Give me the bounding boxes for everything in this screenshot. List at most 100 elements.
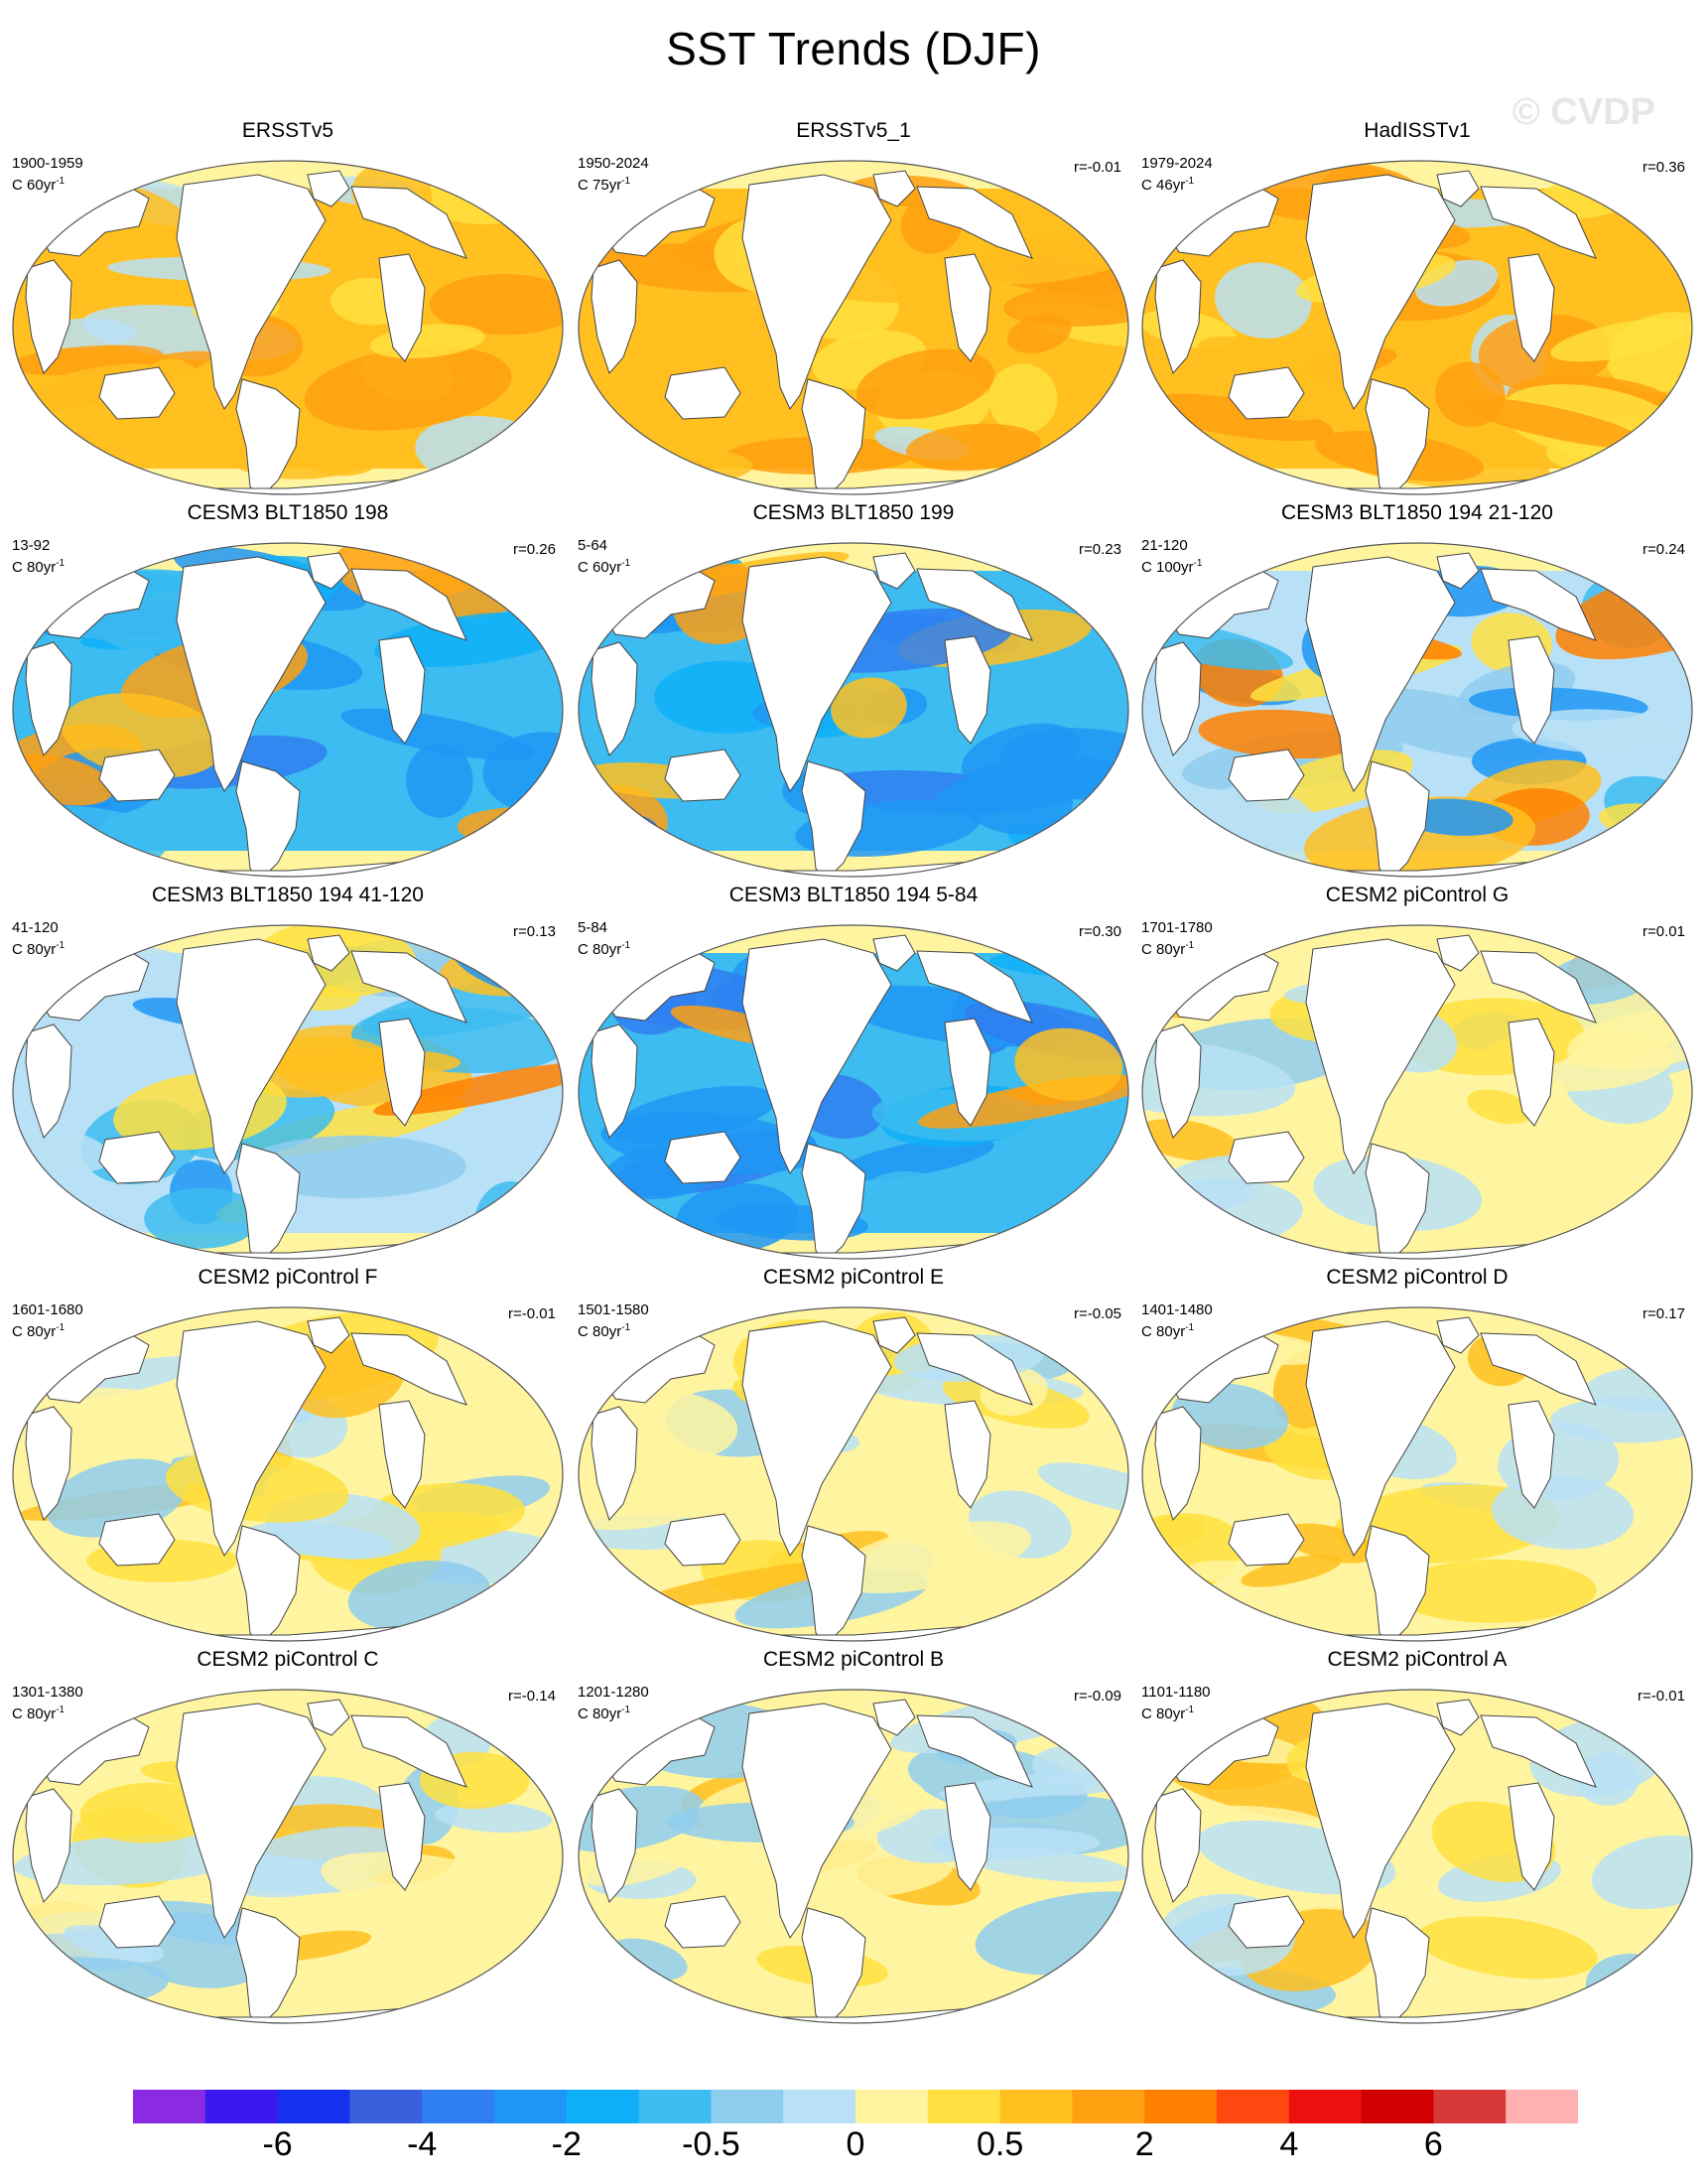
units-prefix: C <box>1141 941 1156 958</box>
panel-units: C 100yr-1 <box>1141 555 1202 577</box>
units-suffix: yr <box>608 941 622 958</box>
trend-contour <box>1478 314 1612 392</box>
trend-contour <box>1014 1027 1123 1101</box>
land-mass <box>664 366 741 420</box>
units-exponent: -1 <box>621 558 631 569</box>
units-prefix: C <box>578 1706 592 1722</box>
panel-units: C 80yr-1 <box>1141 937 1194 959</box>
colorbar-tick-label: 4 <box>1279 2125 1299 2163</box>
units-exponent: -1 <box>1193 558 1203 569</box>
pattern-correlation: r=-0.01 <box>1638 1688 1685 1705</box>
land-mass <box>378 1400 426 1509</box>
map-panel: ERSSTv5_1 1950-2024 C 75yr-1 r=-0.01 <box>576 119 1131 496</box>
pattern-correlation: r=0.26 <box>513 541 556 558</box>
land-mass <box>944 253 991 362</box>
panel-period: 1979-2024 <box>1141 155 1213 172</box>
pattern-correlation: r=0.23 <box>1079 541 1121 558</box>
pattern-correlation: r=0.24 <box>1642 541 1685 558</box>
units-suffix: yr <box>608 559 622 576</box>
land-mass <box>1508 635 1555 745</box>
units-suffix: yr <box>43 177 57 194</box>
land-mass <box>944 1018 991 1127</box>
panel-units: C 80yr-1 <box>1141 1319 1194 1341</box>
colorbar-swatch <box>855 2090 929 2123</box>
colorbar-swatch <box>1288 2090 1363 2123</box>
panel-title: CESM2 piControl F <box>197 1266 378 1289</box>
map-outline <box>1141 542 1693 878</box>
land-mass <box>591 1024 638 1139</box>
units-exponent: -1 <box>621 176 631 187</box>
land-mass <box>591 1788 638 1903</box>
panel-units: C 60yr-1 <box>578 555 630 577</box>
units-prefix: C <box>1141 177 1156 194</box>
map-outline <box>12 542 564 878</box>
map-outline <box>12 924 564 1260</box>
units-prefix: C <box>1141 1323 1156 1340</box>
units-prefix: C <box>12 1706 27 1722</box>
map-outline <box>578 1306 1129 1642</box>
units-exponent: -1 <box>56 1705 66 1715</box>
colorbar-swatch <box>638 2090 712 2123</box>
land-mass <box>1436 552 1480 590</box>
land-mass <box>307 1699 350 1736</box>
units-exponent: -1 <box>1185 940 1195 951</box>
land-mass <box>1480 1714 1597 1788</box>
land-mass <box>1228 366 1305 420</box>
land-mass <box>1508 1018 1555 1127</box>
land-mass <box>591 1406 638 1521</box>
colorbar-tick-label: -4 <box>407 2125 438 2163</box>
units-prefix: C <box>12 177 27 194</box>
trend-contour <box>1391 1559 1597 1623</box>
map-panel: CESM3 BLT1850 198 13-92 C 80yr-1 r=0.26 <box>10 501 566 879</box>
pattern-correlation: r=-0.14 <box>508 1688 556 1705</box>
trend-contour <box>579 429 639 494</box>
land-mass <box>176 1320 327 1557</box>
land-mass <box>1480 950 1597 1024</box>
trend-contour <box>975 1891 1128 1976</box>
trend-contour <box>1035 660 1128 734</box>
sst-trend-map <box>12 924 564 1260</box>
land-mass <box>872 934 916 972</box>
sst-trend-map <box>578 924 1129 1260</box>
map-outline <box>578 160 1129 495</box>
trend-contour <box>861 1170 946 1211</box>
panel-units: C 60yr-1 <box>12 173 65 195</box>
colorbar: -6 -4 -2 -0.5 0 0.5 2 4 6 <box>0 2090 1707 2169</box>
pattern-correlation: r=0.17 <box>1642 1305 1685 1322</box>
panel-title: CESM3 BLT1850 198 <box>187 501 389 524</box>
land-mass <box>1508 253 1555 362</box>
land-mass <box>741 1320 892 1557</box>
land-mass <box>307 934 350 972</box>
land-mass <box>1228 1131 1305 1184</box>
map-outline <box>12 160 564 495</box>
pattern-correlation: r=-0.01 <box>1074 159 1121 176</box>
land-mass <box>378 1782 426 1891</box>
land-mass <box>1154 1024 1202 1139</box>
trend-contour <box>1241 1555 1342 1587</box>
units-suffix: yr <box>43 1706 57 1722</box>
trend-contour <box>1460 397 1646 449</box>
land-mass <box>25 1788 72 1903</box>
colorbar-swatch <box>927 2090 1001 2123</box>
land-mass <box>350 1332 467 1406</box>
panel-period: 1900-1959 <box>12 155 83 172</box>
land-mass <box>1154 1788 1202 1903</box>
land-mass <box>1508 1400 1555 1509</box>
units-exponent: -1 <box>621 1705 631 1715</box>
panel-title: HadISSTv1 <box>1364 119 1471 142</box>
sst-trend-map <box>1141 924 1693 1260</box>
land-mass <box>1305 1320 1456 1557</box>
panel-units: C 80yr-1 <box>12 1702 65 1723</box>
colorbar-swatch <box>1433 2090 1507 2123</box>
cvdp-watermark: © CVDP <box>1511 91 1655 133</box>
land-mass <box>664 1131 741 1184</box>
colorbar-swatch <box>133 2090 206 2123</box>
land-mass <box>1436 1699 1480 1736</box>
sst-trend-map <box>578 542 1129 878</box>
trend-contour <box>373 1061 563 1116</box>
panel-period: 21-120 <box>1141 537 1188 554</box>
map-outline <box>578 1689 1129 2024</box>
land-mass <box>916 1714 1033 1788</box>
map-outline <box>1141 924 1693 1260</box>
panel-title: CESM2 piControl B <box>762 1648 945 1671</box>
